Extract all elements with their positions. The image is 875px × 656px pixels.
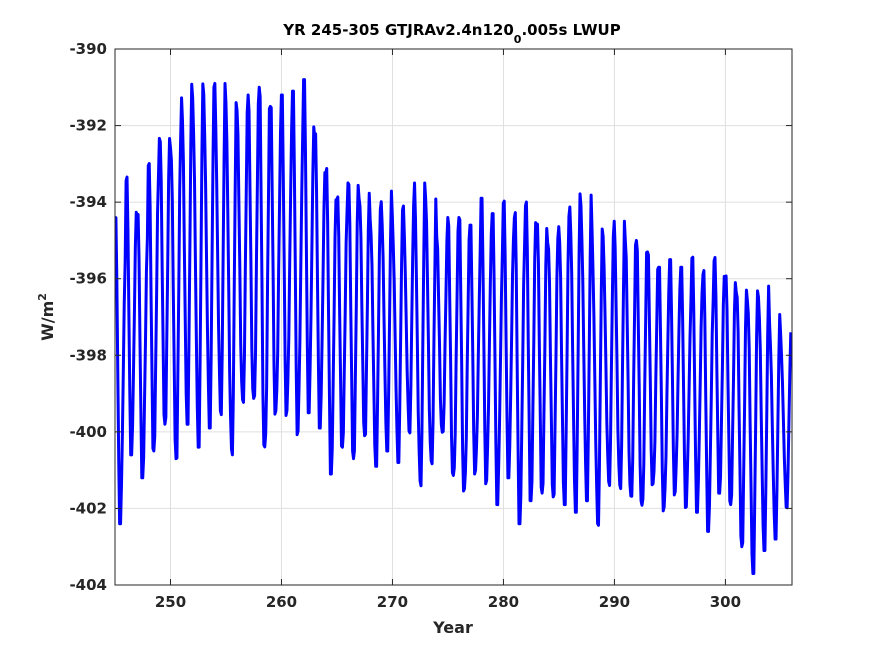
y-tick-label: -390 (69, 40, 107, 58)
x-tick-label: 270 (377, 593, 408, 611)
y-tick-label: -402 (69, 499, 107, 517)
y-axis-ticks: -404 -402 -400 -398 -396 -394 -392 -390 (69, 40, 792, 594)
x-axis-ticks: 250 260 270 280 290 300 (155, 49, 741, 611)
x-tick-label: 290 (599, 593, 630, 611)
x-axis-label: Year (432, 618, 473, 637)
y-tick-label: -396 (69, 270, 107, 288)
x-tick-label: 300 (710, 593, 741, 611)
y-tick-label: -398 (69, 346, 107, 364)
y-tick-label: -394 (69, 193, 107, 211)
x-tick-label: 280 (488, 593, 519, 611)
y-axis-label: W/m2 (36, 293, 57, 341)
series-layer (115, 78, 792, 576)
y-tick-label: -392 (69, 117, 107, 135)
y-tick-label: -400 (69, 423, 107, 441)
series-line (115, 78, 792, 576)
axes-box (114, 48, 793, 586)
y-tick-label: -404 (69, 576, 107, 594)
x-tick-label: 260 (266, 593, 297, 611)
x-tick-label: 250 (155, 593, 186, 611)
chart-title: YR 245-305 GTJRAv2.4n1200.005s LWUP (282, 21, 620, 46)
